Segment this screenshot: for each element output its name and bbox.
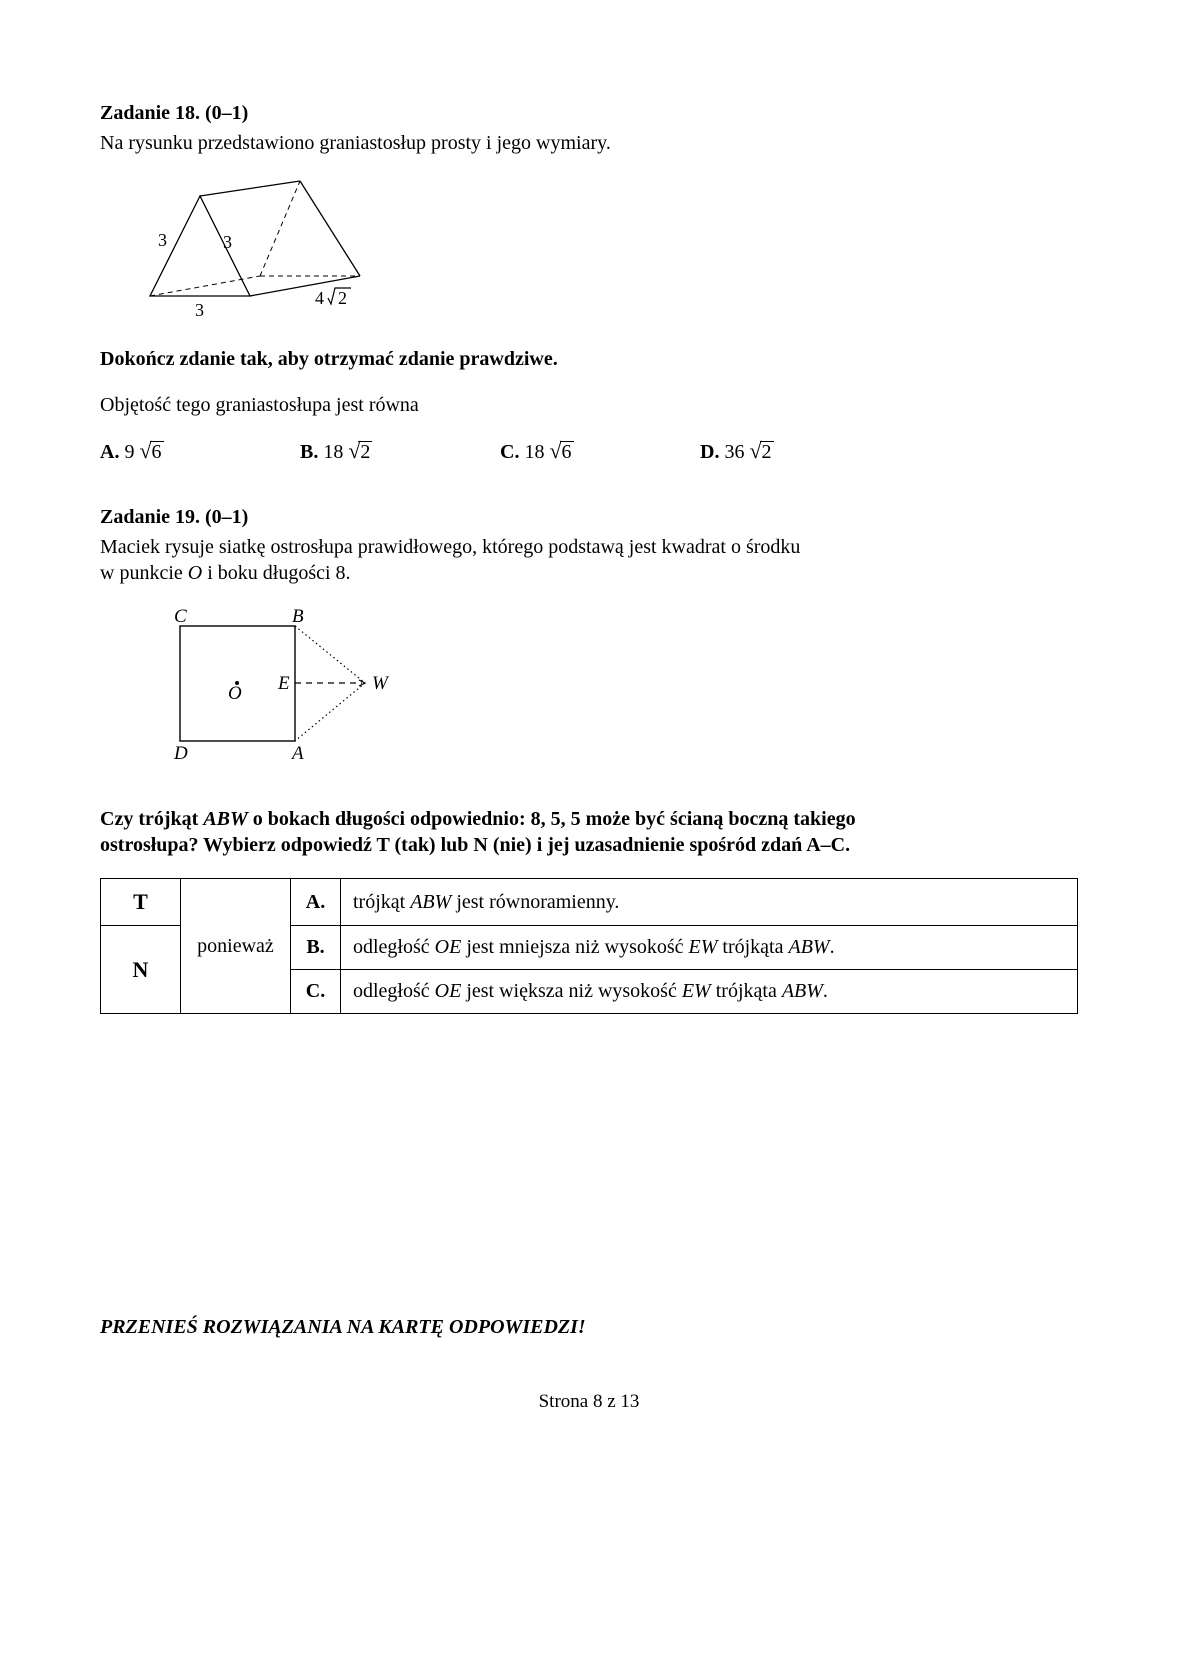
svg-text:4: 4 — [315, 288, 324, 308]
q19-reason-c-key[interactable]: C. — [291, 970, 341, 1014]
q18-option-b[interactable]: B. 18 √2 — [300, 438, 500, 464]
q18-lead: Objętość tego graniastosłupa jest równa — [100, 392, 1078, 418]
q19-poniewaz: ponieważ — [181, 879, 291, 1014]
q19-label-D: D — [173, 743, 188, 764]
q19-choice-n[interactable]: N — [101, 926, 181, 1014]
q19-label-C: C — [174, 606, 187, 627]
q18-intro: Na rysunku przedstawiono graniastosłup p… — [100, 130, 1078, 156]
q19-label-O: O — [228, 683, 242, 704]
option-key: D. — [700, 441, 719, 463]
sqrt-icon: √6 — [549, 438, 573, 464]
q19-reason-a-text: trójkąt ABW jest równoramienny. — [341, 879, 1078, 926]
q19-reason-b-key[interactable]: B. — [291, 926, 341, 970]
q18-instruction: Dokończ zdanie tak, aby otrzymać zdanie … — [100, 346, 1078, 372]
q18-option-c[interactable]: C. 18 √6 — [500, 438, 700, 464]
q19-label-E: E — [277, 673, 290, 694]
option-coef: 9 — [124, 441, 134, 463]
q18-label-left: 3 — [158, 230, 167, 250]
q18-heading: Zadanie 18. (0–1) — [100, 100, 1078, 126]
q19-heading: Zadanie 19. (0–1) — [100, 504, 1078, 530]
q19-label-W: W — [372, 673, 390, 694]
exam-page: Zadanie 18. (0–1) Na rysunku przedstawio… — [0, 0, 1178, 1666]
q19-reason-a-key[interactable]: A. — [291, 879, 341, 926]
footer-instruction: PRZENIEŚ ROZWIĄZANIA NA KARTĘ ODPOWIEDZI… — [100, 1314, 1078, 1340]
q18-label-mid: 3 — [223, 232, 232, 252]
q18-depth-rad: 2 — [338, 288, 347, 308]
option-key: A. — [100, 441, 119, 463]
option-coef: 18 — [323, 441, 343, 463]
q19-reason-b-text: odległość OE jest mniejsza niż wysokość … — [341, 926, 1078, 970]
sqrt-icon: √2 — [348, 438, 372, 464]
q18-figure: 3 3 3 4 2 — [130, 176, 390, 326]
q19-question-line2: ostrosłupa? Wybierz odpowiedź T (tak) lu… — [100, 832, 1078, 858]
q19-choice-t[interactable]: T — [101, 879, 181, 926]
q19-question-line1: Czy trójkąt ABW o bokach długości odpowi… — [100, 806, 1078, 832]
q18-options: A. 9 √6 B. 18 √2 C. 18 √6 D. 36 √2 — [100, 438, 1078, 464]
q19-label-B: B — [292, 606, 304, 627]
option-key: B. — [300, 441, 318, 463]
page-number: Strona 8 z 13 — [100, 1390, 1078, 1415]
q18-option-d[interactable]: D. 36 √2 — [700, 438, 900, 464]
q19-reason-c-text: odległość OE jest większa niż wysokość E… — [341, 970, 1078, 1014]
q19-reason-table: T ponieważ A. trójkąt ABW jest równorami… — [100, 878, 1078, 1014]
q19-intro-line1: Maciek rysuje siatkę ostrosłupa prawidło… — [100, 534, 1078, 560]
sqrt-icon: √2 — [749, 438, 773, 464]
q18-option-a[interactable]: A. 9 √6 — [100, 438, 300, 464]
sqrt-icon: √6 — [139, 438, 163, 464]
q18-depth-coef: 4 — [315, 288, 324, 308]
q19-label-A: A — [290, 743, 304, 764]
option-coef: 18 — [524, 441, 544, 463]
q19-figure: C B D A O E W — [140, 606, 400, 776]
option-key: C. — [500, 441, 519, 463]
option-coef: 36 — [724, 441, 744, 463]
q18-label-bottom: 3 — [195, 300, 204, 320]
q19-intro-line2: w punkcie O i boku długości 8. — [100, 560, 1078, 586]
